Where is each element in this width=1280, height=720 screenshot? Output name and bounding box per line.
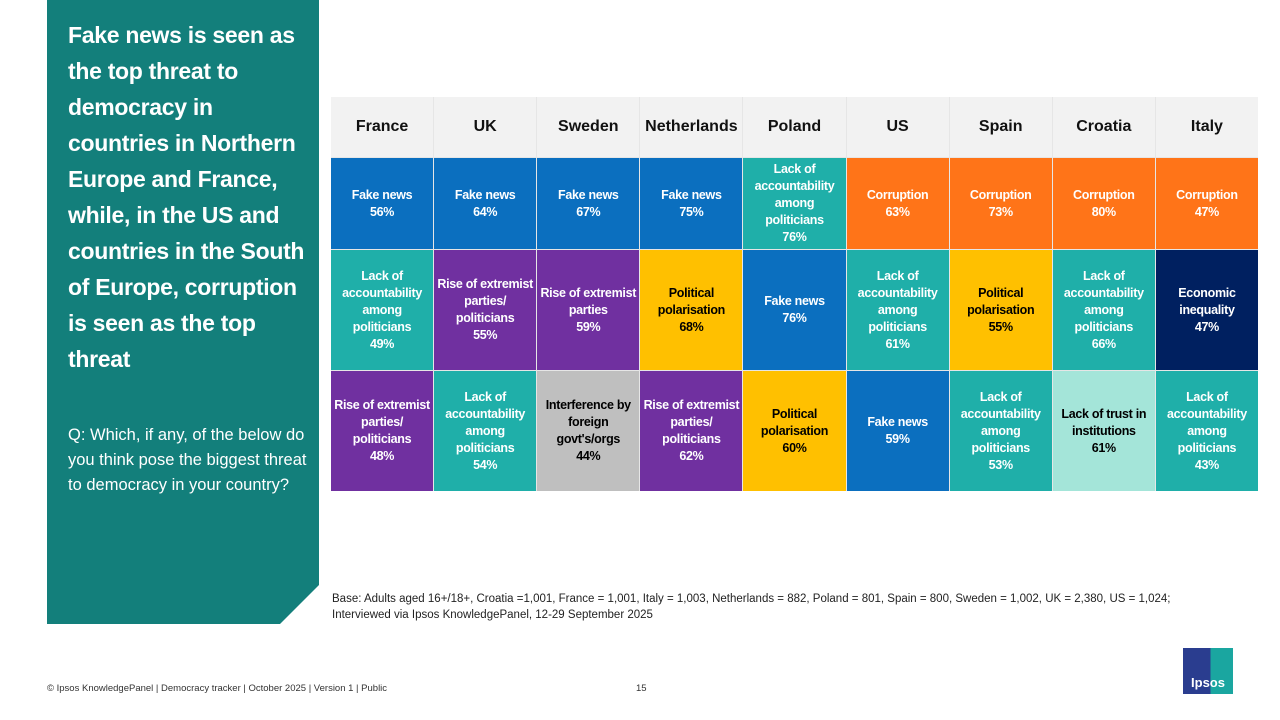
table-cell: Lack of trust in institutions 61% — [1052, 371, 1155, 491]
survey-question: Q: Which, if any, of the below do you th… — [68, 426, 307, 494]
table-cell: Rise of extremist parties/ politicians 48… — [331, 371, 434, 491]
threat-label: Fake news — [558, 187, 619, 202]
threat-label: Corruption — [1176, 187, 1238, 202]
table-cell: Corruption 63% — [846, 158, 949, 249]
table-cell: Rise of extremist parties/ politicians 62… — [640, 371, 743, 491]
column-header-croatia: Croatia — [1052, 97, 1155, 157]
threat-label: Lack of accountability among politicians — [342, 268, 422, 334]
ipsos-logo: Ipsos — [1183, 648, 1233, 694]
table-cell: Fake news 56% — [331, 158, 434, 249]
base-note: Base: Adults aged 16+/18+, Croatia =1,00… — [332, 593, 1171, 621]
column-header-france: France — [331, 97, 434, 157]
threat-percentage: 59% — [885, 432, 910, 446]
threat-label: Lack of accountability among politicians — [857, 268, 938, 334]
threat-percentage: 44% — [576, 449, 601, 463]
column-header-poland: Poland — [743, 97, 846, 157]
slide-headline: Fake news is seen as the top threat to d… — [68, 22, 305, 372]
threat-percentage: 56% — [369, 204, 395, 219]
threat-label: Rise of extremist parties/ politicians — [334, 398, 430, 446]
logo-text: Ipsos — [1191, 675, 1225, 690]
table-cell: Lack of accountability among politicians… — [1052, 250, 1155, 370]
threat-label: Rise of extremist parties/ politicians — [437, 277, 533, 325]
threat-label: Corruption — [866, 187, 929, 202]
threat-percentage: 73% — [988, 204, 1013, 219]
threat-label: Political polarisation — [657, 285, 726, 317]
table-cell: Fake news 64% — [434, 158, 537, 249]
threat-percentage: 47% — [1194, 319, 1219, 334]
threats-table: France UK Sweden Netherlands Poland US Spain Cr… — [331, 97, 1258, 491]
threat-percentage: 55% — [988, 319, 1013, 334]
table-cell: Lack of accountability among politicians… — [743, 158, 846, 249]
threat-label: Lack of accountability among politicians — [960, 389, 1041, 455]
threat-percentage: 64% — [473, 204, 498, 219]
threat-percentage: 54% — [473, 457, 498, 472]
threat-percentage: 61% — [1091, 440, 1116, 455]
threat-label: Rise of extremist parties — [540, 285, 637, 317]
threat-percentage: 59% — [576, 319, 601, 334]
threat-label: Lack of accountability among politicians — [1063, 268, 1144, 334]
threat-label: Fake news — [867, 415, 928, 429]
table-cell: Lack of accountability among politicians… — [1155, 371, 1258, 491]
column-header-netherlands: Netherlands — [640, 97, 743, 157]
threat-label: Economic inequality — [1178, 285, 1236, 317]
table-cell: Lack of accountability among politicians… — [331, 250, 434, 370]
threat-percentage: 68% — [679, 319, 704, 334]
table-cell: Rise of extremist parties/ politicians 55… — [434, 250, 537, 370]
threat-label: Lack of trust in institutions — [1061, 406, 1147, 438]
column-header-italy: Italy — [1155, 97, 1258, 157]
column-header-us: US — [846, 97, 949, 157]
threat-label: Lack of accountability among politicians — [754, 162, 835, 227]
table-cell: Economic inequality 47% — [1155, 250, 1258, 370]
table-cell: Lack of accountability among politicians… — [434, 371, 537, 491]
table-cell: Fake news 59% — [846, 371, 949, 491]
threat-percentage: 66% — [1091, 336, 1116, 351]
table-cell: Fake news 76% — [743, 250, 846, 370]
threat-label: Fake news — [454, 187, 516, 202]
threat-percentage: 49% — [369, 336, 395, 351]
table-cell: Political polarisation 60% — [743, 371, 846, 491]
threat-percentage: 55% — [473, 328, 498, 342]
threat-label: Fake news — [661, 187, 722, 202]
column-header-spain: Spain — [949, 97, 1052, 157]
table-cell: Interference by foreign govt's/orgs 44% — [537, 371, 640, 491]
table-cell: Fake news 67% — [537, 158, 640, 249]
threat-label: Fake news — [351, 187, 413, 202]
threat-label: Corruption — [969, 187, 1032, 202]
threat-label: Corruption — [1073, 187, 1135, 202]
threat-percentage: 48% — [369, 449, 395, 463]
threat-percentage: 76% — [782, 311, 807, 325]
table-cell: Rise of extremist parties 59% — [537, 250, 640, 370]
threat-percentage: 63% — [885, 204, 910, 219]
threat-percentage: 60% — [782, 440, 807, 455]
threat-label: Political polarisation — [967, 285, 1035, 317]
threat-percentage: 75% — [679, 204, 704, 219]
threat-label: Fake news — [764, 294, 825, 308]
footer-text: © Ipsos KnowledgePanel | Democracy track… — [47, 683, 388, 694]
table-cell: Fake news 75% — [640, 158, 743, 249]
column-header-sweden: Sweden — [537, 97, 640, 157]
threat-percentage: 80% — [1091, 204, 1116, 219]
threat-percentage: 67% — [576, 204, 601, 219]
threat-percentage: 76% — [782, 230, 807, 244]
threat-percentage: 62% — [679, 449, 704, 463]
threat-percentage: 53% — [988, 457, 1013, 472]
title-panel: Fake news is seen as the top threat to d… — [47, 0, 319, 624]
threat-label: Rise of extremist parties/ politicians — [643, 398, 740, 446]
column-header-uk: UK — [434, 97, 537, 157]
threat-label: Lack of accountability among politicians — [1167, 389, 1247, 455]
table-cell: Lack of accountability among politicians… — [949, 371, 1052, 491]
table-cell: Political polarisation 55% — [949, 250, 1052, 370]
threat-label: Interference by foreign govt's/orgs — [545, 398, 631, 446]
threat-percentage: 47% — [1194, 204, 1219, 219]
threat-label: Lack of accountability among politicians — [445, 389, 526, 455]
threat-label: Political polarisation — [760, 406, 829, 438]
threat-percentage: 43% — [1194, 457, 1219, 472]
table-cell: Corruption 47% — [1155, 158, 1258, 249]
page-number: 15 — [636, 683, 647, 694]
table-cell: Corruption 73% — [949, 158, 1052, 249]
threat-percentage: 61% — [885, 336, 910, 351]
table-cell: Lack of accountability among politicians… — [846, 250, 949, 370]
table-cell: Political polarisation 68% — [640, 250, 743, 370]
table-cell: Corruption 80% — [1052, 158, 1155, 249]
